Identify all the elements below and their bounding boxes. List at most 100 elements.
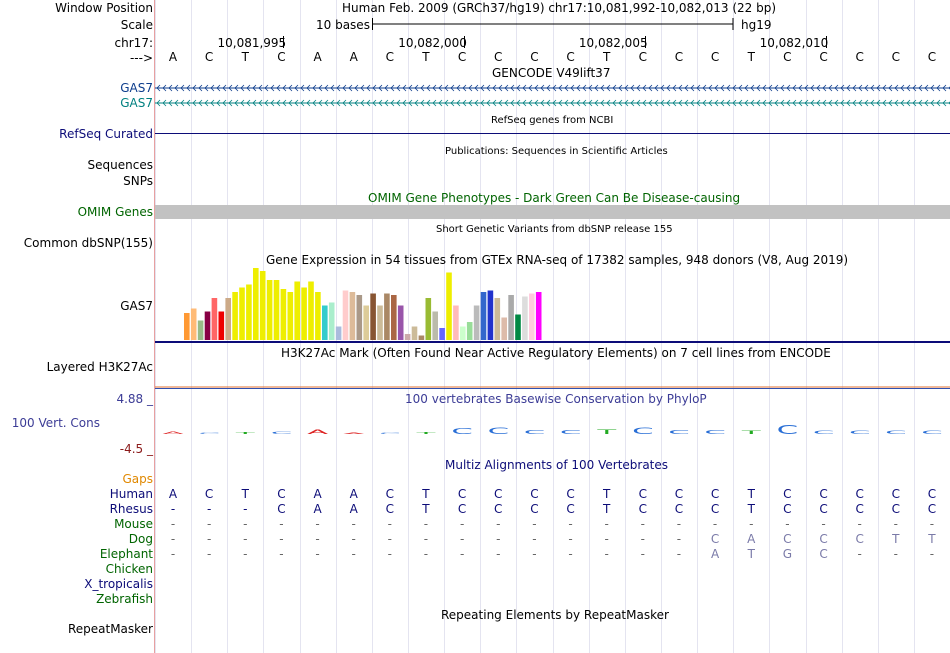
gtex-tissue-bar[interactable]	[494, 298, 501, 340]
multiz-species-label[interactable]: X_tropicalis	[84, 577, 153, 591]
refseq-gene-line[interactable]	[155, 133, 950, 134]
gtex-expression-chart[interactable]	[155, 265, 950, 345]
gaps-label[interactable]: Gaps	[122, 472, 153, 486]
gtex-tissue-bar[interactable]	[508, 295, 514, 340]
gtex-tissue-bar[interactable]	[239, 287, 245, 341]
omim-label[interactable]: OMIM Genes	[77, 205, 153, 219]
base-letter: C	[674, 50, 684, 64]
h3k27ac-signal[interactable]	[155, 386, 950, 390]
gtex-tissue-bar[interactable]	[384, 293, 390, 341]
alignment-base: -	[929, 517, 935, 531]
gtex-tissue-bar[interactable]	[204, 311, 211, 341]
gtex-tissue-bar[interactable]	[377, 305, 383, 341]
multiz-species-label[interactable]: Chicken	[105, 562, 153, 576]
multiz-species-label[interactable]: Human	[109, 487, 153, 501]
gtex-tissue-bar[interactable]	[487, 290, 494, 341]
gtex-tissue-bar[interactable]	[294, 281, 300, 341]
gtex-tissue-bar[interactable]	[246, 284, 252, 341]
phylop-logo-letter: C	[524, 429, 546, 436]
gencode-gene-label-1[interactable]: GAS7	[120, 81, 153, 95]
alignment-base: T	[422, 502, 430, 516]
gtex-tissue-bar[interactable]	[515, 314, 521, 341]
gtex-tissue-bar[interactable]	[473, 305, 480, 341]
gtex-tissue-bar[interactable]	[349, 292, 356, 340]
multiz-species-label[interactable]: Mouse	[114, 517, 153, 531]
gtex-tissue-bar[interactable]	[411, 326, 418, 341]
gtex-tissue-bar[interactable]	[322, 305, 328, 341]
gtex-tissue-bar[interactable]	[225, 298, 231, 340]
base-grid-line	[588, 0, 590, 653]
gtex-tissue-bar[interactable]	[308, 281, 314, 341]
gtex-tissue-bar[interactable]	[232, 292, 238, 340]
gtex-tissue-bar[interactable]	[266, 280, 273, 340]
gtex-tissue-bar[interactable]	[418, 335, 425, 341]
alignment-base: -	[423, 547, 429, 561]
multiz-species-label[interactable]: Zebrafish	[96, 592, 153, 606]
multiz-species-label[interactable]: Elephant	[99, 547, 153, 561]
base-letter: C	[819, 50, 828, 64]
gencode-gene-label-2[interactable]: GAS7	[120, 96, 153, 110]
gtex-tissue-bar[interactable]	[529, 293, 535, 341]
alignment-base: A	[349, 487, 358, 501]
alignment-base: -	[676, 547, 682, 561]
multiz-species-label[interactable]: Dog	[128, 532, 153, 546]
gtex-tissue-bar[interactable]	[460, 326, 466, 341]
h3k27ac-track-title: H3K27Ac Mark (Often Found Near Active Re…	[281, 346, 831, 360]
publications-track-title: Publications: Sequences in Scientific Ar…	[445, 146, 668, 157]
gtex-tissue-bar[interactable]	[391, 295, 397, 340]
gtex-tissue-bar[interactable]	[273, 280, 280, 340]
gtex-tissue-bar[interactable]	[342, 290, 349, 341]
alignment-base: -	[315, 517, 320, 531]
scale-label: Scale	[120, 18, 153, 32]
snps-label[interactable]: SNPs	[123, 174, 153, 188]
alignment-base: -	[387, 532, 392, 546]
gtex-tissue-bar[interactable]	[480, 292, 487, 340]
gtex-tissue-bar[interactable]	[190, 308, 197, 341]
h3k27ac-label[interactable]: Layered H3K27Ac	[46, 360, 153, 374]
gtex-tissue-bar[interactable]	[301, 287, 307, 341]
gtex-tissue-bar[interactable]	[363, 305, 369, 341]
omim-feature-bar[interactable]	[155, 205, 950, 219]
alignment-base: C	[277, 487, 286, 501]
gtex-tissue-bar[interactable]	[197, 320, 204, 341]
gtex-tissue-bar[interactable]	[432, 311, 438, 341]
gtex-tissue-bar[interactable]	[425, 298, 432, 340]
gtex-tissue-bar[interactable]	[328, 302, 335, 341]
gtex-tissue-bar[interactable]	[404, 334, 411, 340]
gtex-gene-label[interactable]: GAS7	[120, 299, 153, 313]
base-letter: T	[241, 50, 249, 64]
gtex-tissue-bar[interactable]	[535, 292, 542, 340]
gtex-tissue-bar[interactable]	[466, 322, 473, 340]
phylop-label[interactable]: 100 Vert. Cons	[11, 416, 100, 430]
gtex-tissue-bar[interactable]	[446, 272, 452, 341]
publications-label[interactable]: Sequences	[87, 158, 153, 172]
repeatmasker-label[interactable]: RepeatMasker	[67, 622, 153, 636]
gencode-gene-features[interactable]	[155, 81, 950, 111]
gtex-tissue-bar[interactable]	[280, 289, 287, 340]
alignment-base: -	[351, 547, 356, 561]
ruler-tick	[464, 36, 466, 48]
gtex-tissue-bar[interactable]	[287, 292, 294, 340]
phylop-logo-letter: C	[885, 430, 907, 435]
gtex-tissue-bar[interactable]	[253, 268, 259, 340]
gtex-tissue-bar[interactable]	[218, 311, 225, 341]
gtex-tissue-bar[interactable]	[259, 271, 266, 340]
gtex-tissue-bar[interactable]	[397, 305, 404, 341]
gtex-tissue-bar[interactable]	[356, 295, 363, 340]
gtex-tissue-bar[interactable]	[522, 296, 528, 341]
dbsnp-label[interactable]: Common dbSNP(155)	[23, 236, 153, 250]
gtex-tissue-bar[interactable]	[439, 328, 445, 340]
gtex-tissue-bar[interactable]	[453, 305, 459, 341]
gtex-tissue-bar[interactable]	[184, 313, 190, 340]
alignment-base: -	[532, 517, 537, 531]
phylop-logo-letter: C	[560, 429, 582, 436]
phylop-logo-letter: A	[343, 432, 364, 434]
gtex-tissue-bar[interactable]	[501, 317, 507, 341]
refseq-label[interactable]: RefSeq Curated	[59, 127, 153, 141]
gtex-tissue-bar[interactable]	[370, 293, 376, 341]
multiz-species-label[interactable]: Rhesus	[109, 502, 153, 516]
gtex-tissue-bar[interactable]	[315, 292, 321, 340]
gtex-tissue-bar[interactable]	[211, 298, 218, 340]
gtex-tissue-bar[interactable]	[335, 326, 342, 341]
